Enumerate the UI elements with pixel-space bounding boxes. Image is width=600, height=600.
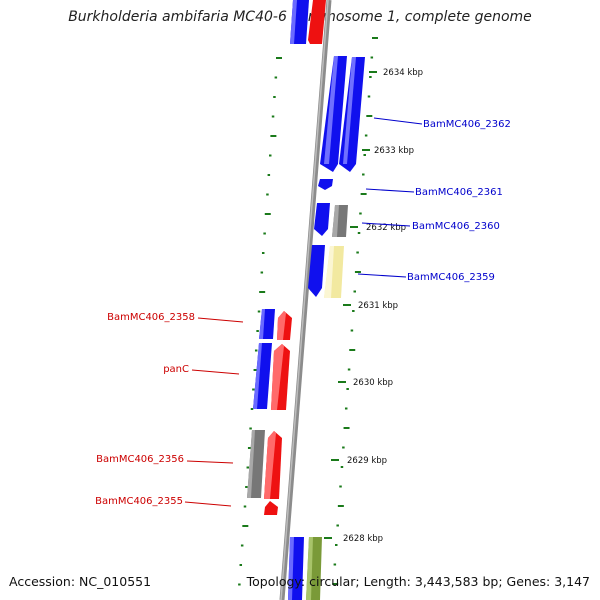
gene-bammc406-2355[interactable] (264, 501, 278, 515)
feature-bottom-blue[interactable] (288, 537, 304, 600)
gene-bammc406-2360[interactable] (314, 203, 348, 237)
gene-label-bammc406-2355[interactable]: BamMC406_2355 (95, 496, 183, 507)
gene-label-bammc406-2361[interactable]: BamMC406_2361 (415, 187, 503, 198)
gene-bammc406-2358[interactable] (259, 309, 292, 340)
feature-top-red[interactable] (308, 0, 326, 44)
gene-label-panc[interactable]: panC (163, 364, 189, 375)
gene-label-bammc406-2362[interactable]: BamMC406_2362 (423, 119, 511, 130)
kbp-tick-label: 2631 kbp (358, 301, 398, 311)
kbp-tick-marks (324, 71, 377, 539)
kbp-tick-label: 2630 kbp (353, 378, 393, 388)
gene-labels-forward: BamMC406_2362 BamMC406_2361 BamMC406_236… (407, 119, 511, 283)
gene-panc[interactable] (253, 343, 290, 410)
kbp-tick-label: 2632 kbp (366, 223, 406, 233)
gene-label-bammc406-2356[interactable]: BamMC406_2356 (96, 454, 184, 465)
accession-text: Accession: NC_010551 (9, 574, 152, 589)
gene-label-bammc406-2358[interactable]: BamMC406_2358 (107, 312, 195, 323)
gene-bammc406-2356[interactable] (247, 430, 282, 499)
gene-label-bammc406-2360[interactable]: BamMC406_2360 (412, 221, 500, 232)
kbp-tick-label: 2629 kbp (347, 456, 387, 466)
genome-summary-text: Topology: circular; Length: 3,443,583 bp… (246, 574, 590, 589)
gene-bammc406-2361[interactable] (318, 179, 333, 190)
kbp-tick-label: 2634 kbp (383, 68, 423, 78)
gene-bammc406-2359[interactable] (308, 245, 344, 298)
gene-labels-reverse: BamMC406_2358 panC BamMC406_2356 BamMC40… (95, 312, 195, 507)
dotted-ruler-lines (238, 37, 378, 586)
gene-label-bammc406-2359[interactable]: BamMC406_2359 (407, 272, 495, 283)
kbp-tick-label: 2628 kbp (343, 534, 383, 544)
chromosome-backbone-highlight (280, 0, 329, 600)
chromosome-backbone (279, 0, 332, 600)
kbp-tick-labels: 2634 kbp 2633 kbp 2632 kbp 2631 kbp 2630… (343, 68, 423, 544)
gene-bammc406-2362[interactable] (320, 56, 365, 172)
feature-top-blue[interactable] (290, 0, 309, 44)
feature-bottom-olive[interactable] (306, 537, 322, 600)
label-leader-lines (184, 117, 423, 507)
kbp-tick-label: 2633 kbp (374, 146, 414, 156)
